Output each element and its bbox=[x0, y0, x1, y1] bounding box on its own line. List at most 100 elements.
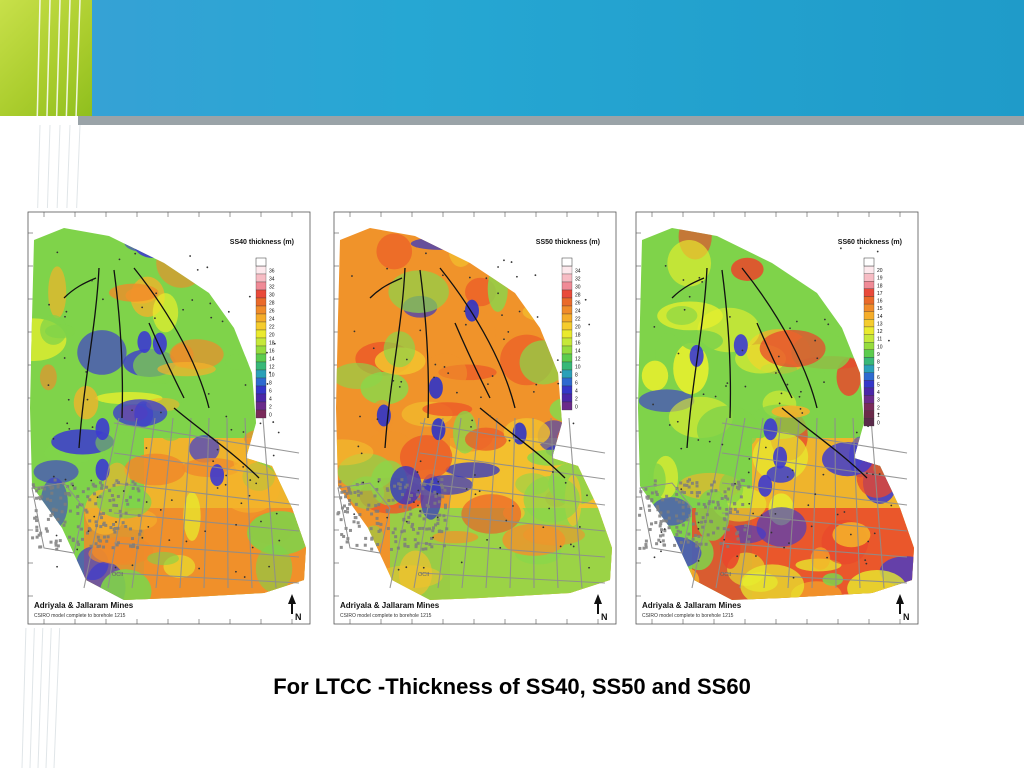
working-cell bbox=[681, 500, 685, 504]
working-cell bbox=[51, 486, 55, 490]
legend-swatch bbox=[255, 409, 267, 419]
contour-patch bbox=[810, 547, 831, 570]
borehole bbox=[487, 383, 489, 385]
borehole bbox=[66, 422, 69, 425]
working-cell bbox=[731, 483, 735, 487]
working-cell bbox=[710, 483, 714, 487]
panel-line bbox=[550, 417, 559, 589]
working-cell bbox=[400, 530, 404, 534]
borehole bbox=[68, 428, 71, 430]
borehole bbox=[159, 509, 162, 511]
working-cell bbox=[35, 535, 39, 539]
working-cell bbox=[124, 511, 128, 515]
borehole bbox=[147, 525, 150, 528]
borehole bbox=[269, 371, 271, 374]
borehole bbox=[456, 391, 458, 394]
working-cell bbox=[344, 495, 348, 499]
panel-line bbox=[834, 417, 837, 589]
borehole bbox=[564, 481, 567, 484]
working-cell bbox=[728, 511, 732, 515]
working-cell bbox=[677, 500, 681, 504]
working-cell bbox=[421, 547, 425, 551]
borehole bbox=[843, 511, 846, 513]
borehole bbox=[392, 379, 395, 382]
working-cell bbox=[370, 537, 374, 541]
working-cell bbox=[411, 528, 415, 532]
legend-swatch bbox=[863, 395, 875, 404]
legend-swatch bbox=[255, 265, 267, 275]
legend-label: 8 bbox=[575, 373, 578, 379]
working-cell bbox=[400, 493, 404, 497]
borehole bbox=[52, 438, 55, 440]
working-cell bbox=[402, 529, 406, 533]
contour-patch bbox=[189, 435, 220, 463]
working-cell bbox=[403, 537, 407, 541]
borehole bbox=[460, 561, 463, 564]
borehole bbox=[878, 473, 881, 475]
working-cell bbox=[407, 515, 411, 519]
header-accent-block bbox=[0, 0, 92, 116]
working-cell bbox=[345, 492, 349, 496]
working-cell bbox=[407, 497, 411, 501]
borehole bbox=[491, 375, 494, 377]
working-cell bbox=[407, 520, 411, 524]
working-cell bbox=[62, 523, 66, 527]
fault-line bbox=[384, 267, 406, 449]
working-cell bbox=[109, 526, 113, 530]
working-cell bbox=[349, 491, 353, 495]
working-cell bbox=[128, 495, 132, 499]
borehole bbox=[102, 298, 104, 301]
working-cell bbox=[714, 489, 718, 493]
borehole bbox=[807, 504, 810, 507]
borehole bbox=[480, 396, 482, 399]
working-cell bbox=[367, 503, 371, 507]
working-cell bbox=[357, 493, 361, 497]
borehole bbox=[542, 526, 545, 529]
working-cell bbox=[55, 547, 59, 551]
working-cell bbox=[685, 537, 689, 541]
borehole bbox=[353, 513, 356, 516]
contour-patch bbox=[523, 524, 585, 546]
legend-swatch bbox=[863, 349, 875, 358]
working-cell bbox=[348, 528, 352, 532]
legend-swatch bbox=[863, 311, 875, 320]
roadway-line bbox=[113, 422, 300, 454]
borehole bbox=[260, 520, 262, 523]
roadway-line bbox=[721, 512, 908, 532]
working-cell bbox=[667, 526, 671, 530]
borehole bbox=[56, 251, 59, 254]
working-cell bbox=[695, 491, 699, 495]
borehole bbox=[497, 266, 499, 268]
map-title: SS50 thickness (m) bbox=[536, 239, 600, 246]
contour-patch bbox=[225, 354, 250, 370]
borehole bbox=[572, 545, 575, 548]
working-cell bbox=[686, 479, 690, 483]
working-cell bbox=[35, 525, 39, 529]
legend-label: 12 bbox=[575, 357, 581, 363]
borehole bbox=[360, 452, 363, 455]
working-cell bbox=[718, 506, 722, 510]
working-cell bbox=[53, 478, 57, 482]
borehole bbox=[734, 482, 737, 485]
working-cell bbox=[697, 534, 701, 538]
borehole bbox=[503, 259, 505, 262]
borehole bbox=[770, 531, 773, 534]
legend-swatch bbox=[561, 321, 573, 331]
contour-low-spot bbox=[733, 334, 748, 357]
legend-label: 28 bbox=[575, 293, 581, 299]
legend-label: 20 bbox=[575, 325, 581, 331]
working-cell bbox=[112, 483, 116, 487]
borehole bbox=[788, 542, 790, 544]
working-cell bbox=[706, 533, 710, 537]
working-cell bbox=[76, 525, 80, 529]
borehole bbox=[497, 292, 499, 295]
working-cell bbox=[723, 490, 727, 494]
working-cell bbox=[661, 533, 665, 537]
roadway-line bbox=[721, 422, 908, 454]
working-cell bbox=[46, 517, 50, 521]
working-cell bbox=[137, 489, 141, 493]
working-cell bbox=[443, 488, 447, 492]
contour-patch bbox=[48, 266, 67, 319]
working-cell bbox=[403, 544, 407, 548]
working-cell bbox=[675, 514, 679, 518]
